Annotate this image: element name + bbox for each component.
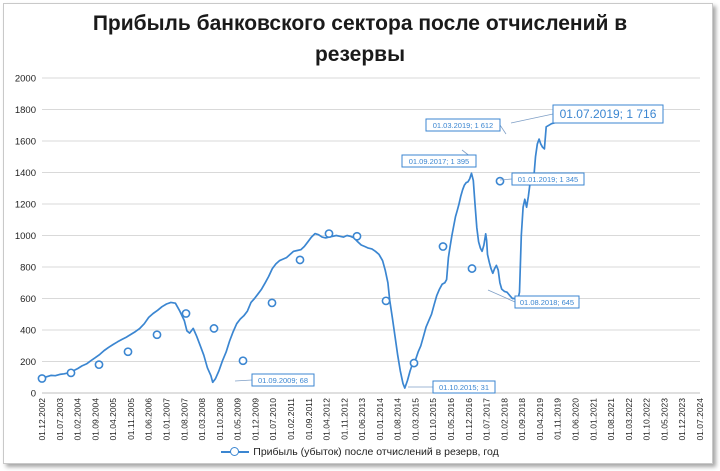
- data-point-marker: [66, 368, 76, 378]
- annotation-label: 01.09.2017; 1 395: [409, 157, 469, 166]
- data-point-marker: [209, 324, 219, 333]
- y-tick-label: 2000: [15, 74, 36, 85]
- x-tick-label: 01.09.2018: [517, 398, 527, 441]
- y-tick-label: 1400: [15, 168, 36, 179]
- annotation-label: 01.08.2018; 645: [520, 298, 574, 307]
- y-tick-label: 1000: [15, 231, 36, 242]
- x-tick-label: 01.08.2021: [606, 398, 616, 441]
- y-tick-label: 1200: [15, 200, 36, 211]
- x-tick-label: 01.07.2017: [482, 398, 492, 441]
- y-tick-label: 1800: [15, 105, 36, 116]
- annotation-label: 01.09.2009; 68: [258, 376, 308, 385]
- y-tick-label: 1600: [15, 137, 36, 148]
- x-tick-label: 01.03.2008: [197, 398, 207, 441]
- data-point-marker: [181, 309, 191, 318]
- annotation-leader: [234, 379, 253, 382]
- data-point-marker: [352, 231, 362, 241]
- legend-label: Прибыль (убыток) после отчислений в резе…: [253, 446, 499, 458]
- data-point-marker: [467, 264, 477, 273]
- x-tick-label: 01.07.2024: [695, 398, 705, 441]
- data-point-marker: [381, 296, 391, 306]
- x-tick-label: 01.04.2012: [322, 398, 332, 441]
- y-tick-label: 600: [20, 294, 36, 305]
- data-point-marker: [152, 330, 162, 340]
- annotation-box: [425, 118, 501, 132]
- data-point-marker: [438, 242, 448, 251]
- data-point-marker: [267, 298, 277, 308]
- x-tick-label: 01.10.2015: [428, 398, 438, 441]
- x-tick-label: 01.11.2012: [339, 398, 349, 440]
- annotation-leader: [499, 178, 513, 181]
- x-tick-label: 01.09.2004: [90, 398, 100, 441]
- chart-title-line-2: резервы: [314, 43, 406, 66]
- annotation-box: [552, 104, 664, 124]
- data-point-marker: [238, 356, 248, 366]
- x-tick-label: 01.07.2010: [268, 398, 278, 441]
- annotation-box: [514, 295, 580, 309]
- x-tick-label: 01.12.2009: [250, 398, 260, 441]
- annotation-box: [251, 373, 315, 387]
- x-tick-label: 01.04.2019: [535, 398, 545, 441]
- x-tick-label: 01.02.2018: [499, 398, 509, 441]
- x-tick-label: 01.12.2016: [464, 398, 474, 441]
- data-point-marker: [123, 347, 133, 357]
- annotation-label: 01.01.2019; 1 345: [518, 175, 578, 184]
- x-tick-label: 01.01.2014: [375, 398, 385, 441]
- x-tick-label: 01.03.2022: [624, 398, 634, 441]
- x-tick-label: 01.02.2004: [73, 398, 83, 441]
- annotation-leader: [510, 113, 554, 124]
- y-tick-label: 0: [31, 389, 36, 400]
- x-tick-label: 01.10.2008: [215, 398, 225, 441]
- x-tick-label: 01.02.2011: [286, 398, 296, 440]
- annotation-box: [511, 172, 585, 186]
- annotation-label: 01.10.2015; 31: [439, 383, 489, 392]
- annotation-box: [432, 380, 496, 394]
- x-tick-label: 01.01.2021: [588, 398, 598, 441]
- x-tick-label: 01.05.2009: [233, 398, 243, 441]
- x-tick-label: 01.11.2005: [126, 398, 136, 440]
- x-tick-label: 01.09.2011: [304, 398, 314, 440]
- y-tick-label: 800: [20, 263, 36, 274]
- x-tick-label: 01.06.2013: [357, 398, 367, 441]
- x-tick-label: 01.12.2023: [677, 398, 687, 441]
- data-point-marker: [495, 176, 505, 186]
- y-tick-label: 400: [20, 326, 36, 337]
- x-tick-label: 01.05.2023: [659, 398, 669, 441]
- x-tick-label: 01.01.2007: [161, 398, 171, 441]
- data-point-marker: [94, 360, 104, 370]
- x-tick-label: 01.07.2003: [55, 398, 65, 441]
- chart-legend: Прибыль (убыток) после отчислений в резе…: [0, 446, 720, 458]
- annotation-box: [401, 154, 477, 168]
- y-tick-label: 200: [20, 357, 36, 368]
- annotation-label: 01.03.2019; 1 612: [433, 121, 493, 130]
- annotation-leader: [499, 124, 507, 135]
- annotation-leader: [487, 289, 516, 303]
- x-tick-label: 01.06.2020: [571, 398, 581, 441]
- chart-title: Прибыль банковского сектора после отчисл…: [0, 8, 720, 70]
- data-point-marker: [324, 229, 334, 239]
- data-point-marker: [295, 255, 305, 265]
- x-tick-label: 01.10.2022: [642, 398, 652, 441]
- x-tick-label: 01.04.2005: [108, 398, 118, 441]
- legend-line-marker-icon: [221, 447, 250, 457]
- x-tick-label: 01.08.2014: [393, 398, 403, 441]
- series-line: [41, 121, 556, 389]
- annotation-label: 01.07.2019; 1 716: [560, 107, 657, 121]
- x-tick-label: 01.12.2002: [37, 398, 47, 441]
- x-tick-label: 01.06.2006: [144, 398, 154, 441]
- chart-title-line-1: Прибыль банковского сектора после отчисл…: [92, 12, 628, 35]
- data-point-marker: [409, 358, 419, 368]
- x-tick-label: 01.03.2015: [410, 398, 420, 441]
- x-tick-label: 01.08.2007: [179, 398, 189, 441]
- data-point-marker: [37, 374, 47, 383]
- x-tick-label: 01.05.2016: [446, 398, 456, 441]
- x-tick-label: 01.11.2019: [553, 398, 563, 440]
